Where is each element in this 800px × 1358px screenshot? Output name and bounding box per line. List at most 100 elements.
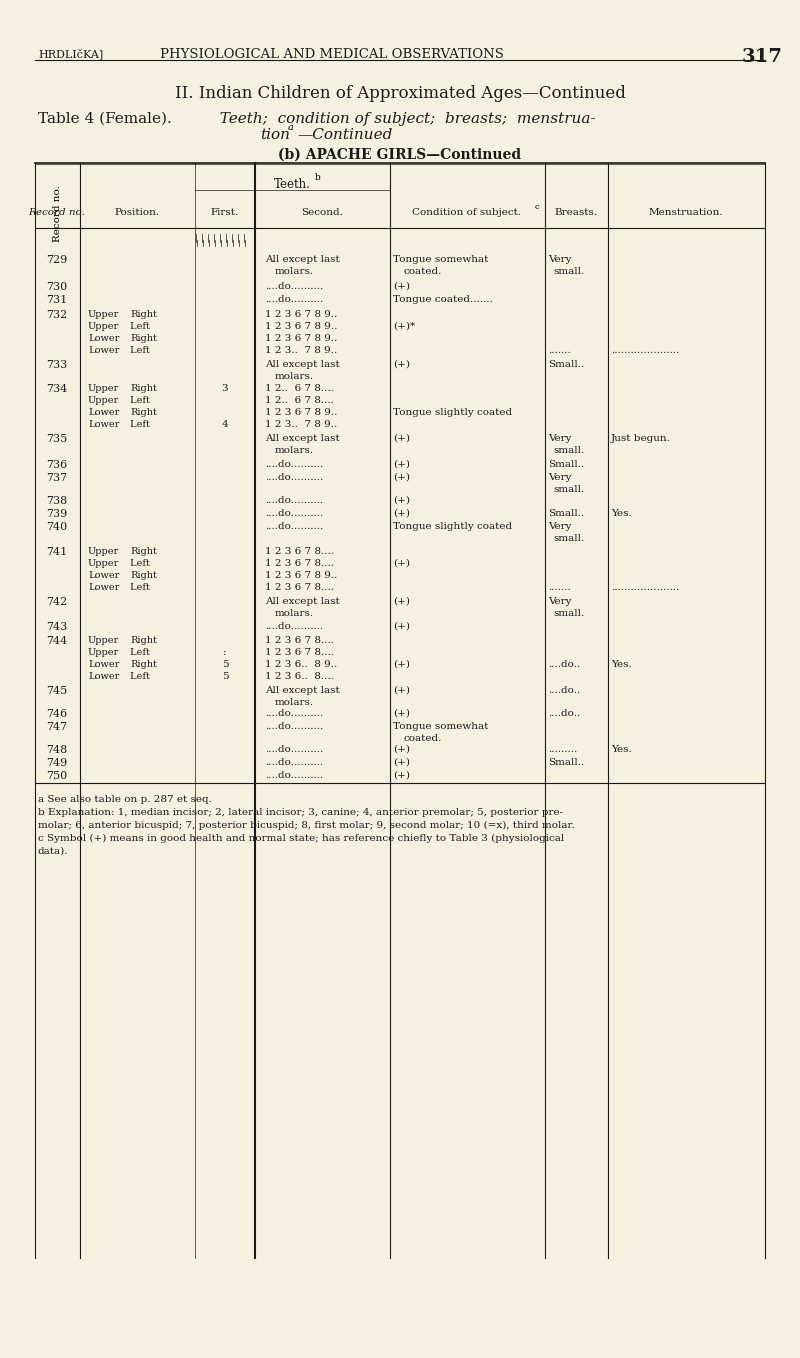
- Text: ....do..........: ....do..........: [265, 521, 323, 531]
- Text: a See also table on p. 287 et seq.: a See also table on p. 287 et seq.: [38, 794, 212, 804]
- Text: .......: .......: [548, 583, 570, 592]
- Text: ....do..........: ....do..........: [265, 295, 323, 304]
- Text: molars.: molars.: [275, 608, 314, 618]
- Text: (+): (+): [393, 686, 410, 695]
- Text: 3: 3: [222, 384, 228, 392]
- Text: Teeth;  condition of subject;  breasts;  menstrua-: Teeth; condition of subject; breasts; me…: [210, 111, 596, 126]
- Text: Yes.: Yes.: [611, 509, 632, 517]
- Text: small.: small.: [553, 534, 584, 543]
- Text: Left: Left: [130, 648, 153, 657]
- Text: small.: small.: [553, 445, 584, 455]
- Text: Table 4 (Female).: Table 4 (Female).: [38, 111, 172, 126]
- Text: ....do..........: ....do..........: [265, 771, 323, 779]
- Text: Teeth.: Teeth.: [274, 178, 311, 191]
- Text: II. Indian Children of Approximated Ages—Continued: II. Indian Children of Approximated Ages…: [174, 86, 626, 102]
- Text: ....do..........: ....do..........: [265, 509, 323, 517]
- Text: 749: 749: [46, 758, 68, 769]
- Text: 750: 750: [46, 771, 68, 781]
- Text: 1 2 3 6 7 8 9..: 1 2 3 6 7 8 9..: [265, 322, 338, 331]
- Text: 734: 734: [46, 384, 68, 394]
- Text: 317: 317: [742, 48, 783, 67]
- Text: Right: Right: [130, 407, 157, 417]
- Text: Right: Right: [130, 547, 157, 555]
- Text: 729: 729: [46, 255, 68, 265]
- Text: 1 2 3 6 7 8....: 1 2 3 6 7 8....: [265, 636, 334, 645]
- Text: .......: .......: [548, 346, 570, 354]
- Text: c: c: [535, 202, 540, 210]
- Text: ....do..........: ....do..........: [265, 460, 323, 469]
- Text: 5: 5: [222, 672, 228, 680]
- Text: All except last: All except last: [265, 435, 340, 443]
- Text: 1 2 3 6 7 8....: 1 2 3 6 7 8....: [265, 547, 334, 555]
- Text: 745: 745: [46, 686, 68, 697]
- Text: HRDLIčKA]: HRDLIčKA]: [38, 48, 103, 58]
- Text: Lower: Lower: [88, 583, 119, 592]
- Text: 731: 731: [46, 295, 68, 306]
- Text: (+): (+): [393, 460, 410, 469]
- Text: Right: Right: [130, 570, 157, 580]
- Text: ....do..: ....do..: [548, 709, 580, 718]
- Text: (b) APACHE GIRLS—Continued: (b) APACHE GIRLS—Continued: [278, 148, 522, 162]
- Text: Lower: Lower: [88, 334, 119, 344]
- Text: 1 2 3 6 7 8 9..: 1 2 3 6 7 8 9..: [265, 407, 338, 417]
- Text: Lower: Lower: [88, 570, 119, 580]
- Text: Breasts.: Breasts.: [554, 208, 598, 217]
- Text: ....do..........: ....do..........: [265, 282, 323, 291]
- Text: (+): (+): [393, 598, 410, 606]
- Text: molar; 6, anterior bicuspid; 7, posterior bicuspid; 8, first molar; 9, second mo: molar; 6, anterior bicuspid; 7, posterio…: [38, 822, 574, 830]
- Text: Upper: Upper: [88, 322, 119, 331]
- Text: 1 2 3 6 7 8 9..: 1 2 3 6 7 8 9..: [265, 310, 338, 319]
- Text: (+): (+): [393, 473, 410, 482]
- Text: b Explanation: 1, median incisor; 2, lateral incisor; 3, canine; 4, anterior pre: b Explanation: 1, median incisor; 2, lat…: [38, 808, 563, 818]
- Text: (+): (+): [393, 435, 410, 443]
- Text: Very: Very: [548, 598, 571, 606]
- Text: Lower: Lower: [88, 407, 119, 417]
- Text: 740: 740: [46, 521, 68, 532]
- Text: Upper: Upper: [88, 636, 119, 645]
- Text: (+): (+): [393, 709, 410, 718]
- Text: 1 2..  6 7 8....: 1 2.. 6 7 8....: [265, 397, 334, 405]
- Text: ....do..: ....do..: [548, 660, 580, 669]
- Text: Lower: Lower: [88, 660, 119, 669]
- Text: 741: 741: [46, 547, 68, 557]
- Text: 1 2 3..  7 8 9..: 1 2 3.. 7 8 9..: [265, 346, 338, 354]
- Text: Lower: Lower: [88, 346, 119, 354]
- Text: ....do..........: ....do..........: [265, 709, 323, 718]
- Text: 742: 742: [46, 598, 68, 607]
- Text: 747: 747: [46, 722, 67, 732]
- Text: 5: 5: [222, 660, 228, 669]
- Text: 739: 739: [46, 509, 68, 519]
- Text: Very: Very: [548, 473, 571, 482]
- Text: 1 2 3 6 7 8 9..: 1 2 3 6 7 8 9..: [265, 334, 338, 344]
- Text: molars.: molars.: [275, 445, 314, 455]
- Text: Right: Right: [130, 660, 157, 669]
- Text: Left: Left: [130, 672, 153, 680]
- Text: 733: 733: [46, 360, 68, 369]
- Text: Right: Right: [130, 636, 157, 645]
- Text: All except last: All except last: [265, 686, 340, 695]
- Text: Just begun.: Just begun.: [611, 435, 671, 443]
- Text: 1 2 3 6 7 8....: 1 2 3 6 7 8....: [265, 559, 334, 568]
- Text: Record no.: Record no.: [53, 185, 62, 242]
- Text: 743: 743: [46, 622, 68, 631]
- Text: coated.: coated.: [403, 268, 442, 276]
- Text: Menstruation.: Menstruation.: [649, 208, 723, 217]
- Text: coated.: coated.: [403, 735, 442, 743]
- Text: small.: small.: [553, 268, 584, 276]
- Text: Very: Very: [548, 521, 571, 531]
- Text: 1 2..  6 7 8....: 1 2.. 6 7 8....: [265, 384, 334, 392]
- Text: Very: Very: [548, 435, 571, 443]
- Text: Left: Left: [130, 322, 153, 331]
- Text: :: :: [223, 648, 226, 657]
- Text: (+): (+): [393, 660, 410, 669]
- Text: (+): (+): [393, 622, 410, 631]
- Text: 4: 4: [222, 420, 228, 429]
- Text: Tongue coated.......: Tongue coated.......: [393, 295, 493, 304]
- Text: ....do..: ....do..: [548, 686, 580, 695]
- Text: ....do..........: ....do..........: [265, 746, 323, 754]
- Text: Upper: Upper: [88, 648, 119, 657]
- Text: 1 2 3 6..  8....: 1 2 3 6.. 8....: [265, 672, 334, 680]
- Text: Small..: Small..: [548, 460, 584, 469]
- Text: Upper: Upper: [88, 559, 119, 568]
- Text: a: a: [288, 124, 294, 132]
